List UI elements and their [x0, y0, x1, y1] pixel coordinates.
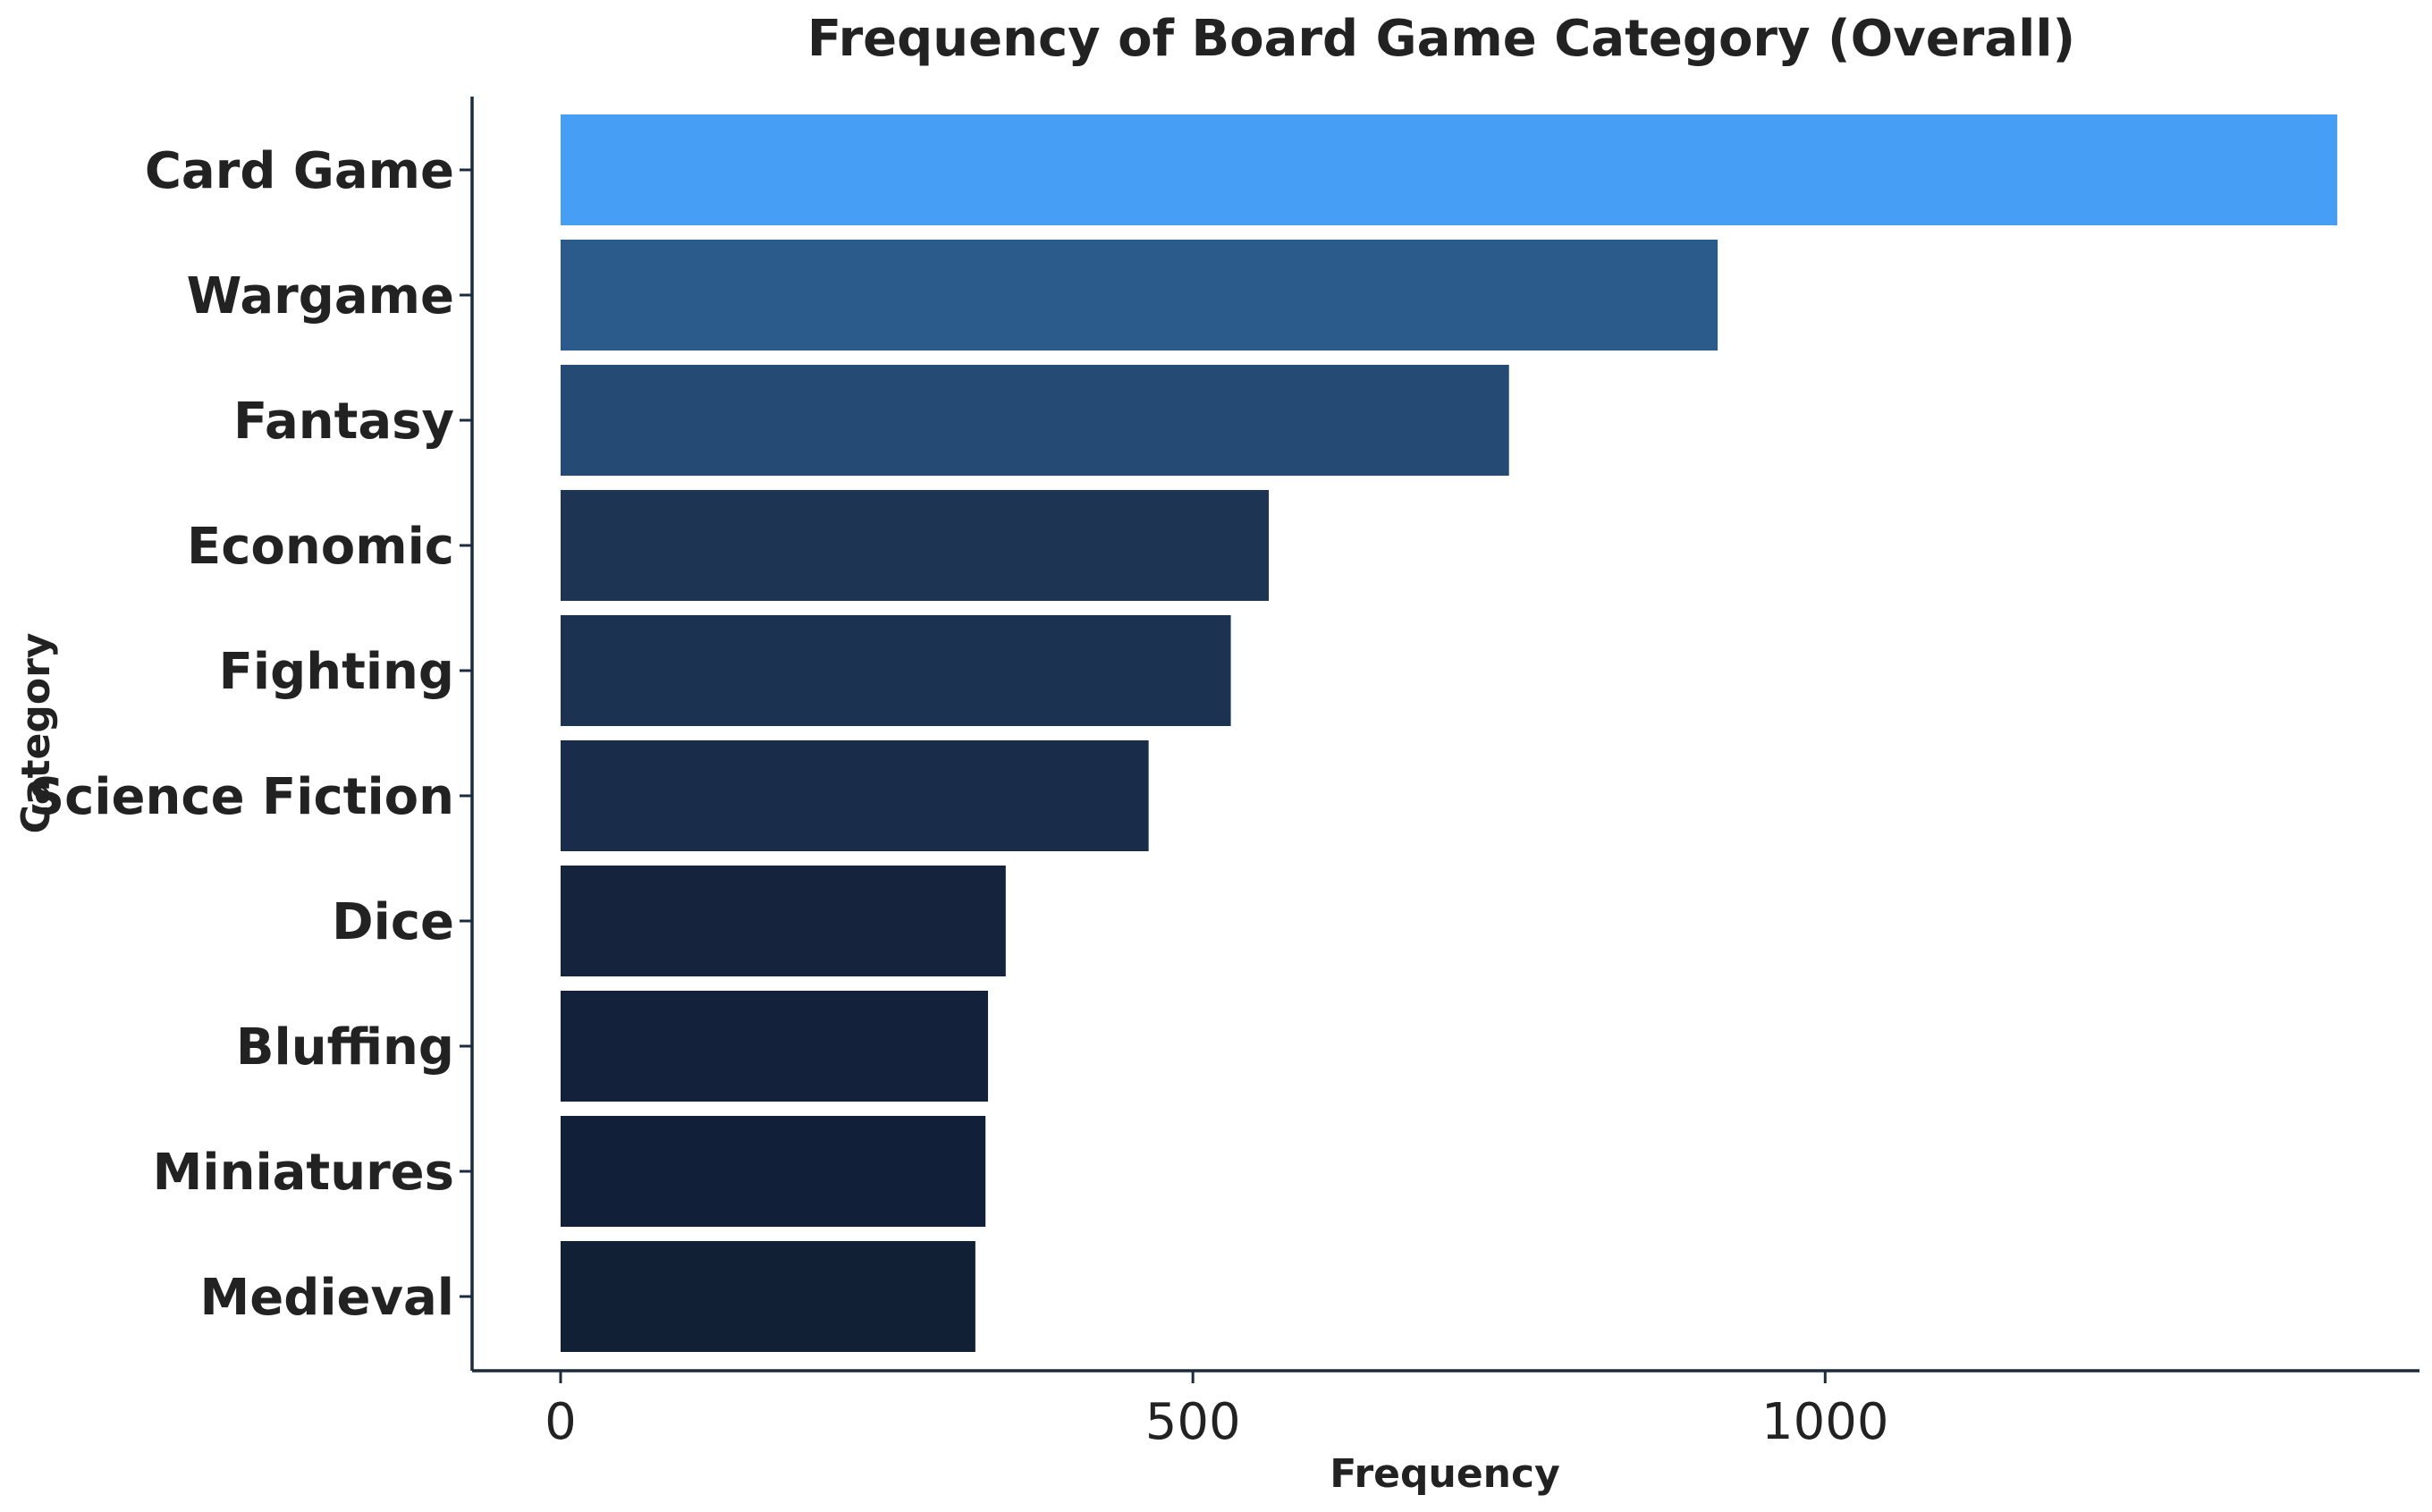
bar-dice	[561, 866, 1006, 976]
category-label-miniatures: Miniatures	[153, 1144, 454, 1202]
category-label-economic: Economic	[187, 518, 454, 576]
category-label-card-game: Card Game	[145, 142, 454, 200]
x-tick-label-0: 0	[545, 1393, 577, 1451]
category-label-fighting: Fighting	[219, 643, 454, 701]
x-tick-label-500: 500	[1145, 1393, 1241, 1451]
category-label-science-fiction: Science Fiction	[29, 768, 454, 826]
category-label-bluffing: Bluffing	[236, 1018, 454, 1077]
axis-ticks: 0 500 1000	[460, 168, 1889, 1451]
bar-bluffing	[561, 991, 989, 1102]
category-label-dice: Dice	[332, 893, 454, 951]
category-labels: Card Game Wargame Fantasy Economic Fighting S…	[29, 142, 454, 1327]
bar-miniatures	[561, 1116, 986, 1227]
chart-title: Frequency of Board Game Category (Overal…	[807, 10, 2075, 68]
bar-science-fiction	[561, 740, 1149, 851]
bar-wargame	[561, 240, 1718, 351]
bar-card-game	[561, 114, 2338, 225]
bar-fantasy	[561, 365, 1509, 476]
bar-medieval	[561, 1241, 975, 1352]
bar-fighting	[561, 615, 1231, 726]
category-label-fantasy: Fantasy	[233, 393, 454, 451]
category-label-medieval: Medieval	[200, 1269, 454, 1327]
bars	[561, 114, 2338, 1352]
category-label-wargame: Wargame	[187, 267, 454, 325]
y-axis-title: Category	[13, 633, 59, 834]
x-axis-title: Frequency	[1330, 1451, 1560, 1497]
x-tick-label-1000: 1000	[1761, 1393, 1889, 1451]
bar-economic	[561, 490, 1269, 601]
